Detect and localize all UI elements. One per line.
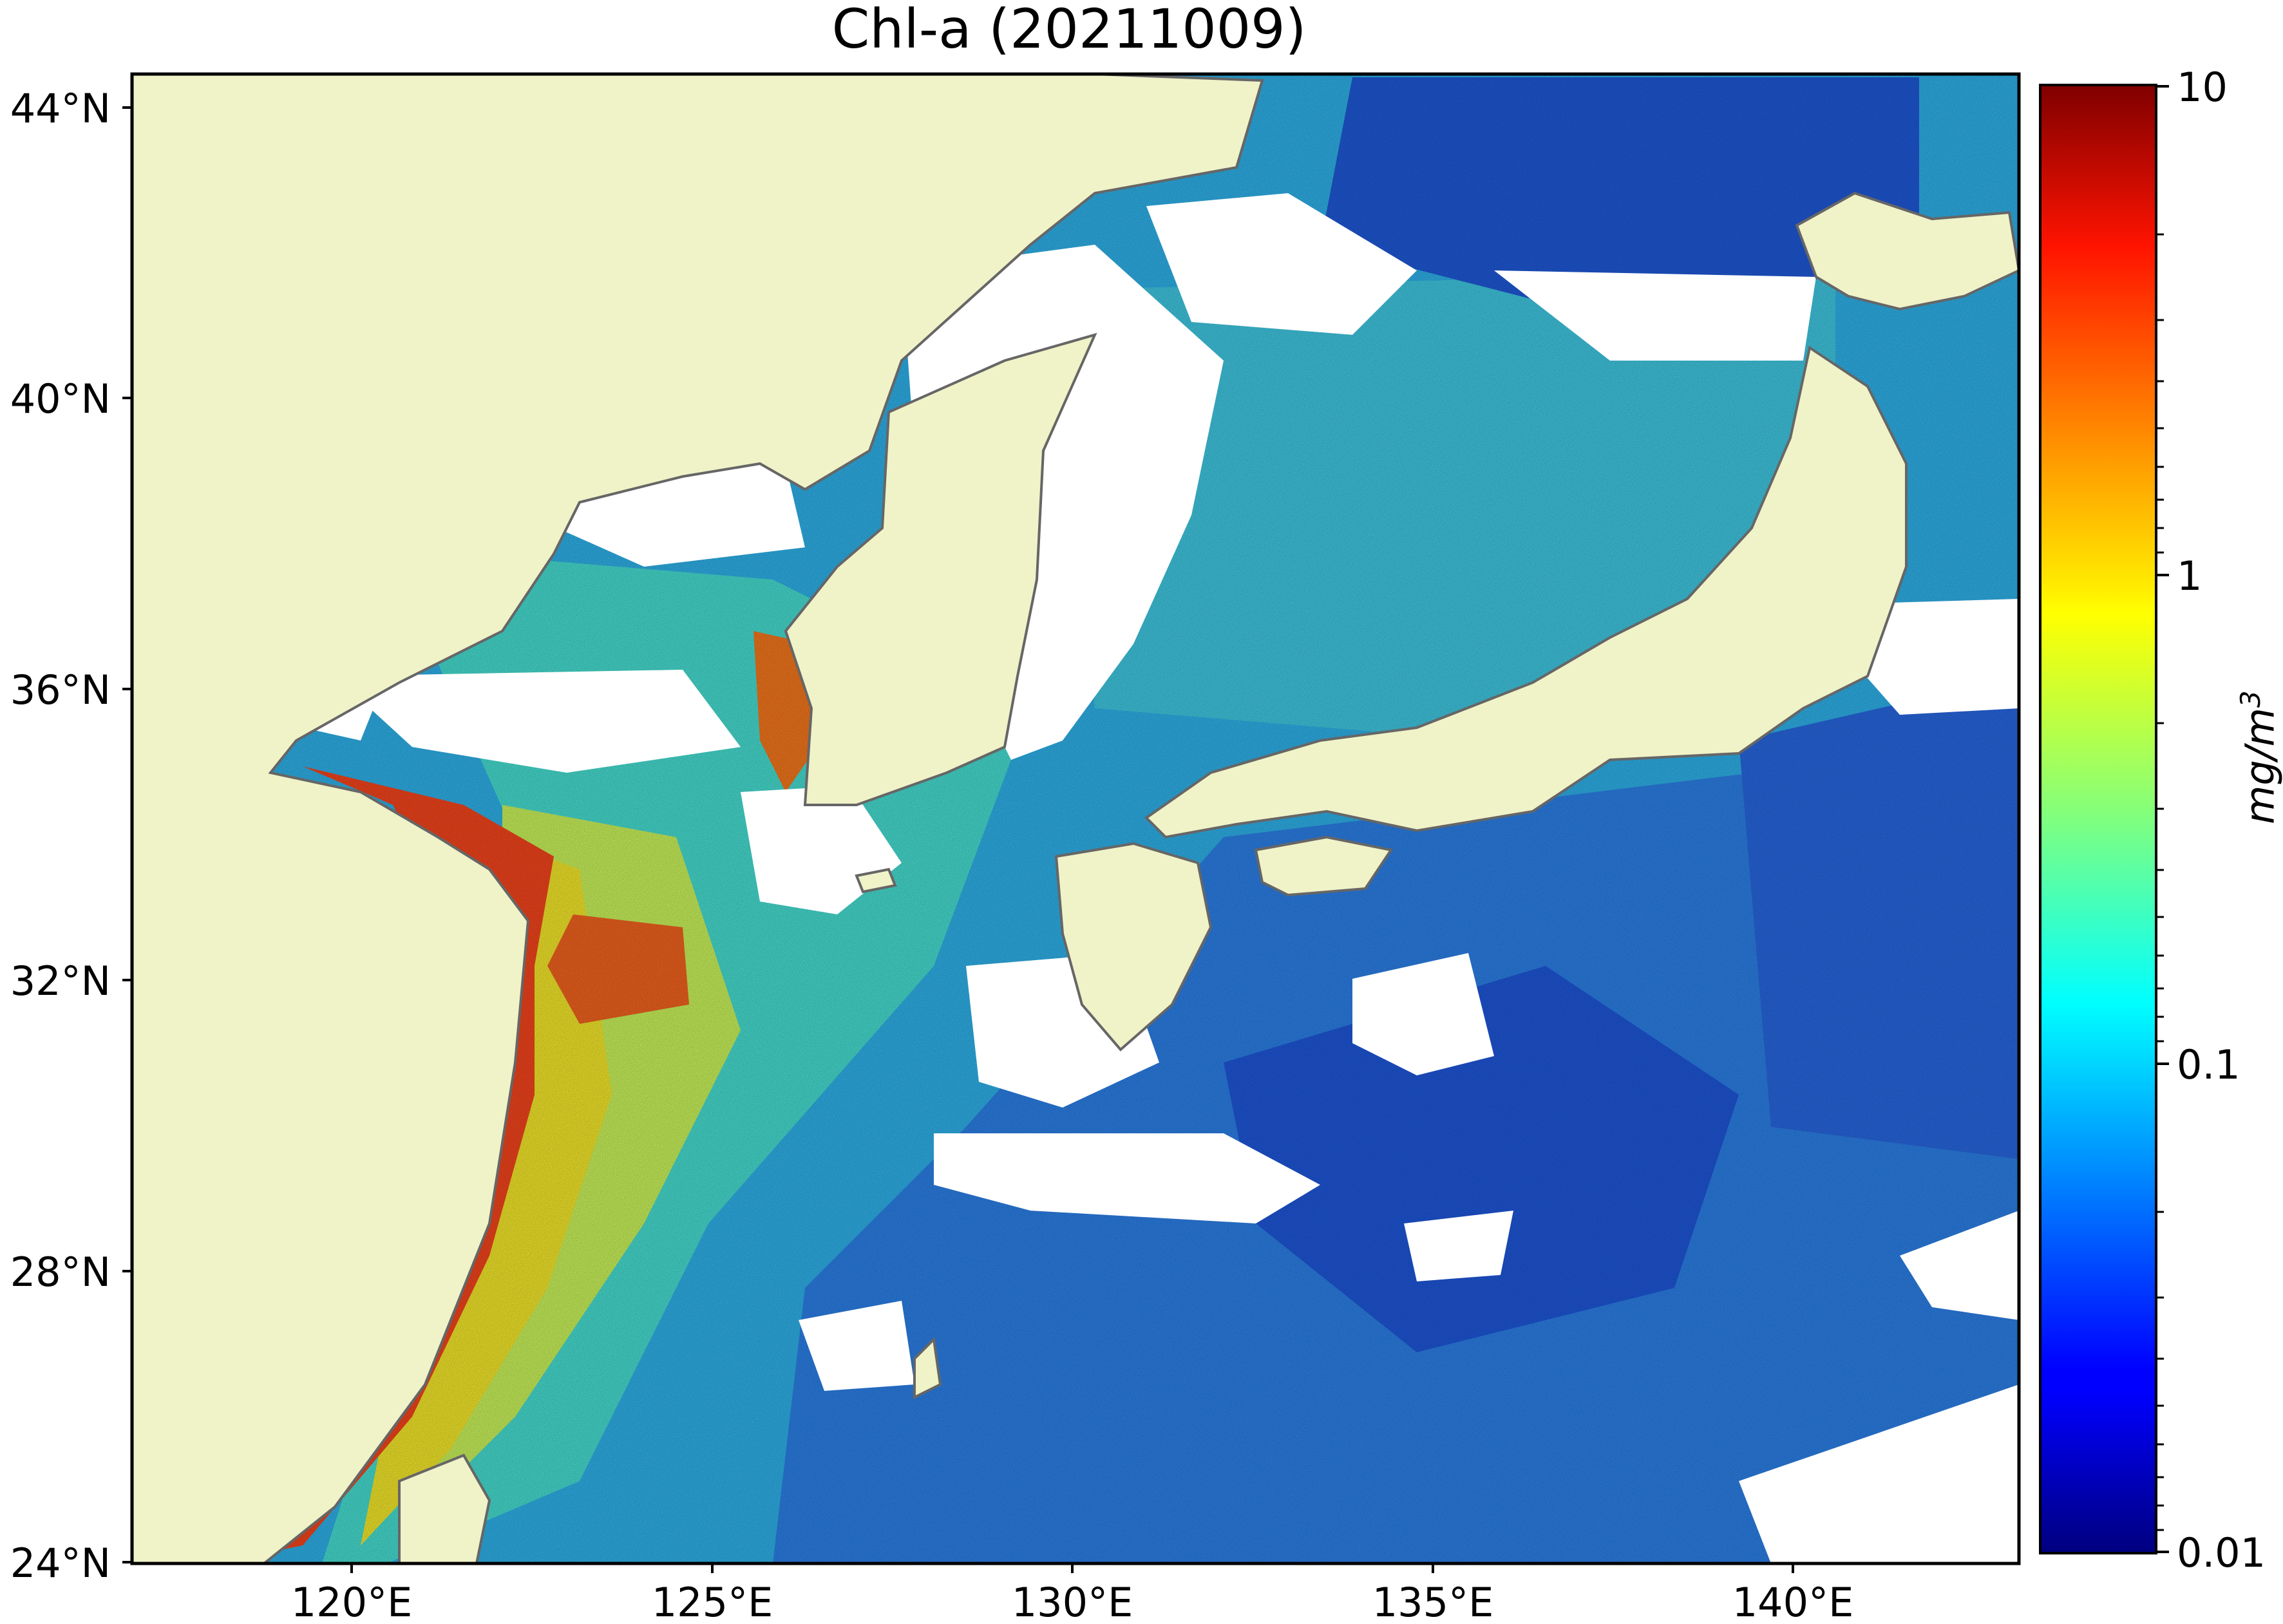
colorbar-tick-0.01: 0.01 [2177,1529,2266,1576]
colorbar-tick-1: 1 [2177,552,2202,600]
lat-label-40: 40°N [10,375,111,422]
lon-ticks [350,1563,1794,1573]
lat-labels: 44°N 40°N 36°N 32°N 28°N 24°N [10,85,111,1587]
korean-peninsula [784,332,1097,806]
lon-labels: 120°E 125°E 130°E 135°E 140°E [291,1579,1854,1624]
chart-title: Chl-a (20211009) [831,0,1307,61]
lat-label-28: 28°N [10,1249,111,1296]
honshu [1144,345,1908,839]
lat-label-44: 44°N [10,85,111,132]
shikoku [1254,835,1394,897]
map-layers [132,74,2019,1563]
lat-label-24: 24°N [10,1540,111,1587]
lat-label-32: 32°N [10,958,111,1005]
lon-label-120: 120°E [291,1579,413,1624]
lon-label-135: 135°E [1372,1579,1494,1624]
colorbar-tick-labels: 10 1 0.1 0.01 [2177,64,2266,1576]
lat-label-36: 36°N [10,666,111,713]
lon-label-140: 140°E [1732,1579,1854,1624]
taiwan [398,1453,491,1563]
china-mainland [132,74,1264,1563]
colorbar-tick-0.1: 0.1 [2177,1041,2240,1088]
colorbar-minor-ticks [2156,233,2164,1531]
map-frame [130,72,2021,1565]
colorbar-tick-10: 10 [2177,64,2228,111]
lon-label-130: 130°E [1012,1579,1133,1624]
land [132,74,2019,1563]
colorbar-label-superscript: 3 [2235,690,2266,708]
hokkaido [1795,191,2019,311]
lon-label-125: 125°E [652,1579,773,1624]
colorbar-label: mg/m3 [2235,690,2283,824]
colorbar-major-ticks [2156,85,2169,1553]
colorbar-label-base: mg/m [2236,707,2283,824]
kyushu [1054,842,1213,1052]
colorbar [2039,84,2157,1554]
okinawa [913,1336,942,1400]
jeju-island [855,867,897,894]
lat-ticks [122,106,132,1563]
